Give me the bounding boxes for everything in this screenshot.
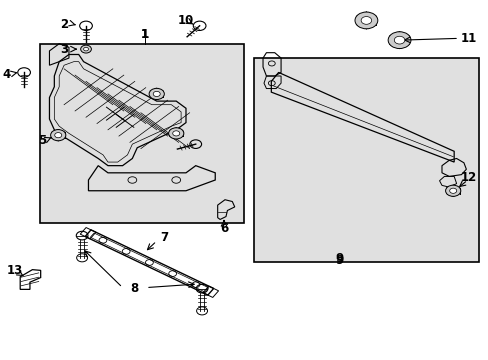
Circle shape (393, 36, 404, 44)
Text: 13: 13 (6, 264, 22, 277)
Text: 7: 7 (160, 231, 168, 244)
Bar (254, 58, 478, 262)
Text: 4: 4 (2, 68, 11, 81)
Text: 2: 2 (60, 18, 68, 31)
Text: 8: 8 (130, 282, 138, 295)
Circle shape (387, 32, 410, 49)
Text: 5: 5 (38, 134, 46, 147)
Text: 1: 1 (140, 28, 148, 41)
Circle shape (51, 130, 66, 141)
Text: 9: 9 (335, 252, 343, 265)
Circle shape (153, 91, 160, 96)
Text: 10: 10 (178, 14, 194, 27)
Text: 1: 1 (140, 28, 148, 41)
Bar (40, 44, 244, 223)
Text: 6: 6 (220, 222, 228, 235)
Circle shape (149, 88, 164, 99)
Circle shape (168, 128, 183, 139)
Text: 11: 11 (460, 32, 476, 45)
Circle shape (354, 12, 377, 29)
Text: 12: 12 (460, 171, 476, 184)
Circle shape (172, 131, 180, 136)
Circle shape (361, 17, 371, 24)
Circle shape (445, 185, 460, 196)
Text: 9: 9 (335, 254, 343, 267)
Circle shape (55, 132, 61, 138)
Circle shape (449, 188, 456, 193)
Circle shape (81, 45, 91, 53)
Text: 3: 3 (60, 42, 68, 55)
Circle shape (83, 47, 88, 51)
